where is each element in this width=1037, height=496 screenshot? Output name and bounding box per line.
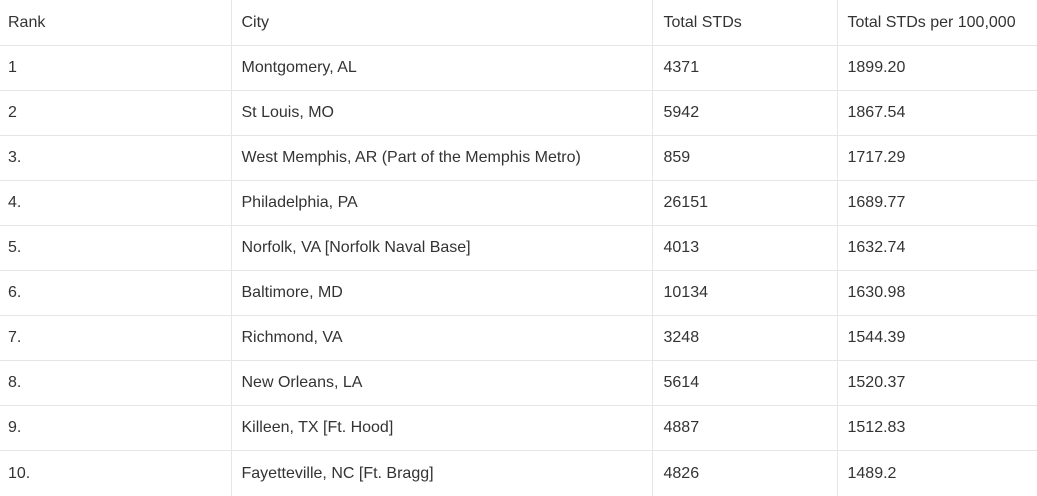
table-row: 1 Montgomery, AL 4371 1899.20 xyxy=(0,46,1037,91)
cell-city: Montgomery, AL xyxy=(231,46,652,91)
table-body: 1 Montgomery, AL 4371 1899.20 2 St Louis… xyxy=(0,46,1037,496)
cell-rank: 3. xyxy=(0,136,231,181)
cell-total-stds: 26151 xyxy=(652,181,837,226)
cell-total-stds: 5942 xyxy=(652,91,837,136)
table-row: 7. Richmond, VA 3248 1544.39 xyxy=(0,316,1037,361)
table-row: 8. New Orleans, LA 5614 1520.37 xyxy=(0,361,1037,406)
cell-city: Killeen, TX [Ft. Hood] xyxy=(231,406,652,451)
cell-total-stds: 4826 xyxy=(652,451,837,496)
header-row: Rank City Total STDs Total STDs per 100,… xyxy=(0,0,1037,46)
cell-rank: 8. xyxy=(0,361,231,406)
table-header: Rank City Total STDs Total STDs per 100,… xyxy=(0,0,1037,46)
cell-stds-per-100k: 1689.77 xyxy=(837,181,1037,226)
table-row: 5. Norfolk, VA [Norfolk Naval Base] 4013… xyxy=(0,226,1037,271)
cell-stds-per-100k: 1630.98 xyxy=(837,271,1037,316)
cell-total-stds: 10134 xyxy=(652,271,837,316)
cell-total-stds: 4371 xyxy=(652,46,837,91)
table-row: 10. Fayetteville, NC [Ft. Bragg] 4826 14… xyxy=(0,451,1037,496)
table-row: 6. Baltimore, MD 10134 1630.98 xyxy=(0,271,1037,316)
cell-stds-per-100k: 1899.20 xyxy=(837,46,1037,91)
cell-rank: 4. xyxy=(0,181,231,226)
cell-rank: 2 xyxy=(0,91,231,136)
cell-rank: 7. xyxy=(0,316,231,361)
table-row: 4. Philadelphia, PA 26151 1689.77 xyxy=(0,181,1037,226)
table-row: 9. Killeen, TX [Ft. Hood] 4887 1512.83 xyxy=(0,406,1037,451)
cell-rank: 5. xyxy=(0,226,231,271)
cell-total-stds: 5614 xyxy=(652,361,837,406)
cell-stds-per-100k: 1632.74 xyxy=(837,226,1037,271)
cell-stds-per-100k: 1867.54 xyxy=(837,91,1037,136)
header-rank: Rank xyxy=(0,0,231,46)
cell-stds-per-100k: 1717.29 xyxy=(837,136,1037,181)
header-city: City xyxy=(231,0,652,46)
cell-city: Baltimore, MD xyxy=(231,271,652,316)
cell-total-stds: 4013 xyxy=(652,226,837,271)
cell-stds-per-100k: 1520.37 xyxy=(837,361,1037,406)
table-row: 2 St Louis, MO 5942 1867.54 xyxy=(0,91,1037,136)
cell-rank: 10. xyxy=(0,451,231,496)
cell-total-stds: 859 xyxy=(652,136,837,181)
table-row: 3. West Memphis, AR (Part of the Memphis… xyxy=(0,136,1037,181)
header-stds-per-100k: Total STDs per 100,000 xyxy=(837,0,1037,46)
cell-city: St Louis, MO xyxy=(231,91,652,136)
cell-city: Fayetteville, NC [Ft. Bragg] xyxy=(231,451,652,496)
header-total-stds: Total STDs xyxy=(652,0,837,46)
cell-city: New Orleans, LA xyxy=(231,361,652,406)
cell-city: Richmond, VA xyxy=(231,316,652,361)
cell-stds-per-100k: 1544.39 xyxy=(837,316,1037,361)
cell-rank: 1 xyxy=(0,46,231,91)
cell-total-stds: 4887 xyxy=(652,406,837,451)
cell-city: Philadelphia, PA xyxy=(231,181,652,226)
cell-total-stds: 3248 xyxy=(652,316,837,361)
cell-city: West Memphis, AR (Part of the Memphis Me… xyxy=(231,136,652,181)
cell-rank: 9. xyxy=(0,406,231,451)
cell-city: Norfolk, VA [Norfolk Naval Base] xyxy=(231,226,652,271)
cell-stds-per-100k: 1512.83 xyxy=(837,406,1037,451)
cell-rank: 6. xyxy=(0,271,231,316)
cell-stds-per-100k: 1489.2 xyxy=(837,451,1037,496)
